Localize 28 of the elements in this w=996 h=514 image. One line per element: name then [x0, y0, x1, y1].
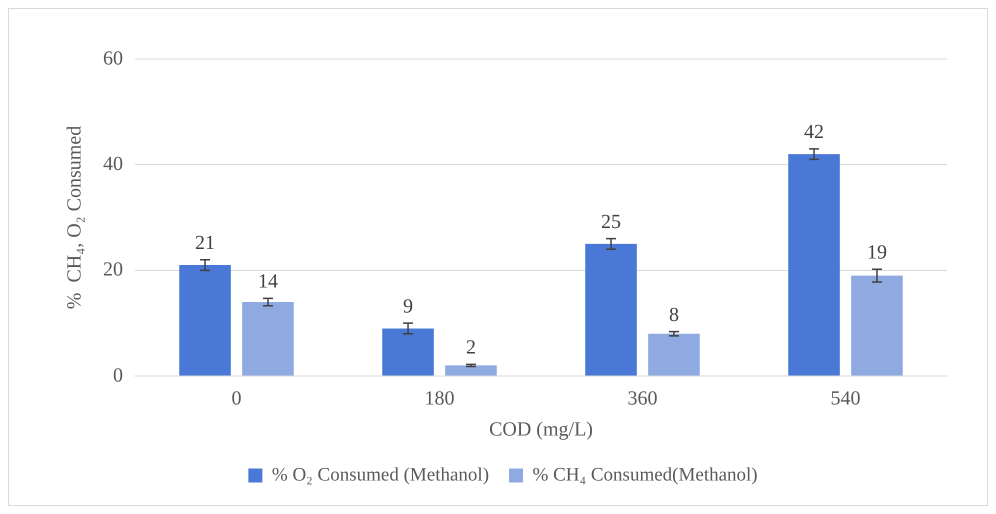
data-label: 25	[601, 210, 622, 233]
data-label: 9	[403, 295, 414, 318]
x-tick-label: 0	[232, 387, 242, 410]
data-label: 2	[466, 336, 476, 359]
bar	[851, 276, 903, 376]
y-tick-label: 40	[103, 152, 123, 175]
x-axis-title: COD (mg/L)	[489, 418, 593, 440]
bar	[242, 302, 294, 376]
data-label: 14	[258, 270, 278, 293]
data-label: 19	[866, 242, 887, 264]
y-axis-title: % CH₄, O₂ Consumed	[63, 126, 86, 310]
legend-label: % CH₄ Consumed(Methanol)	[532, 464, 758, 486]
bar	[445, 365, 497, 376]
data-label: 42	[804, 121, 824, 144]
bar	[788, 154, 840, 376]
bar	[648, 334, 700, 376]
x-tick-label: 180	[424, 387, 454, 410]
bar	[585, 244, 637, 376]
bar	[179, 265, 231, 376]
data-label: 8	[668, 304, 679, 326]
y-tick-label: 20	[103, 258, 123, 281]
legend-label: % O₂ Consumed (Methanol)	[272, 464, 490, 486]
data-label: 21	[195, 232, 216, 254]
x-tick-label: 540	[830, 387, 860, 410]
x-tick-label: 360	[628, 387, 658, 410]
y-tick-label: 0	[113, 364, 123, 386]
bar	[382, 328, 434, 376]
y-tick-label: 60	[103, 47, 123, 70]
